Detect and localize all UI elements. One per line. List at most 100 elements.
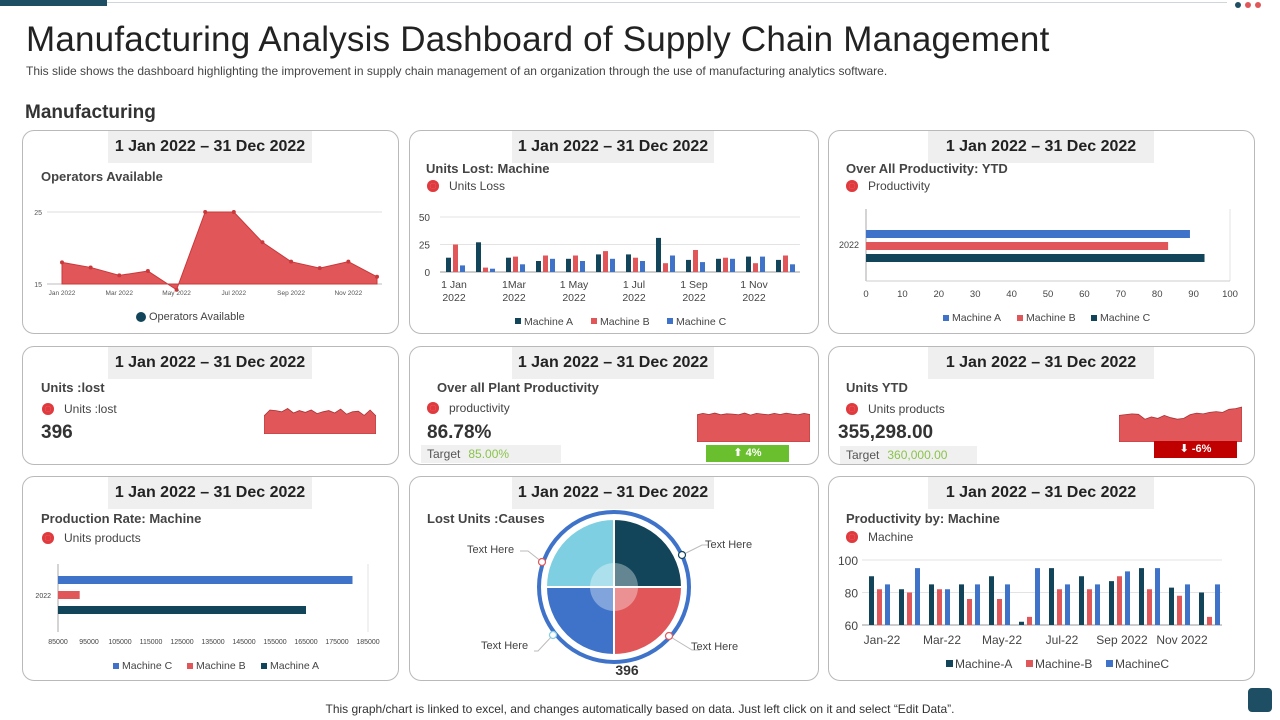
x-tick-label: 105000 (108, 639, 131, 646)
plant-productivity-sparkline (697, 412, 810, 442)
legend-label: Units products (868, 402, 945, 416)
bar (1177, 595, 1182, 625)
x-tick-label: 85000 (48, 639, 68, 646)
date-range: 1 Jan 2022 – 31 Dec 2022 (512, 477, 714, 509)
x-tick-label: 155000 (263, 639, 286, 646)
legend-label: Machine B (1026, 312, 1076, 324)
x-tick-label: 80 (1152, 289, 1163, 300)
legend-swatch (261, 663, 267, 669)
bar (1155, 568, 1160, 625)
bar (975, 584, 980, 625)
y-tick-label: 100 (838, 554, 858, 568)
x-tick-label: 2022 (742, 292, 766, 304)
bar (945, 589, 950, 625)
kpi-value: 86.78% (427, 422, 492, 443)
legend-swatch (1026, 660, 1033, 667)
bar (573, 255, 578, 272)
legend-label: Machine B (600, 316, 650, 328)
x-tick-label: Jul 2022 (222, 290, 247, 297)
data-point (117, 273, 122, 278)
bar (937, 589, 942, 625)
y-tick-label: 25 (419, 241, 431, 252)
date-range: 1 Jan 2022 – 31 Dec 2022 (928, 477, 1154, 509)
x-tick-label: 1 May (560, 279, 589, 291)
x-tick-label: 70 (1116, 289, 1127, 300)
date-range: 1 Jan 2022 – 31 Dec 2022 (928, 131, 1154, 163)
production-rate-bar-chart: 2022 85000 95000 105000 115000 125000 135000 14… (35, 564, 380, 672)
chart-legend: Operators Available (136, 311, 245, 323)
legend-label: Machine A (270, 660, 319, 672)
bar (596, 254, 601, 272)
area-series (61, 211, 378, 291)
chart-legend: Units products (42, 531, 141, 545)
bar (603, 251, 608, 272)
data-point (260, 240, 265, 245)
y-tick-label: 15 (34, 282, 42, 289)
units-lost-sparkline (264, 408, 376, 434)
bar (869, 576, 874, 625)
bar (700, 262, 705, 272)
bar (1065, 584, 1070, 625)
target-label: Target (846, 448, 880, 462)
y-tick-label: 60 (845, 619, 859, 633)
bar (453, 244, 458, 272)
bar (877, 589, 882, 625)
bar (907, 592, 912, 625)
legend-swatch (591, 318, 597, 324)
legend-label: Machine A (952, 312, 1001, 324)
chart-legend: Machine (846, 530, 913, 544)
bar (566, 258, 571, 272)
top-dot-2 (1245, 2, 1251, 8)
bar (1005, 584, 1010, 625)
bar (446, 257, 451, 272)
bar (633, 257, 638, 272)
callout-line (520, 550, 543, 563)
data-point (145, 269, 150, 274)
bar (1215, 584, 1220, 625)
target-box: Target 360,000.00 (840, 446, 977, 464)
bar (776, 259, 781, 272)
x-tick-label: 2022 (682, 292, 706, 304)
bar (746, 256, 751, 272)
page-subtitle: This slide shows the dashboard highlight… (26, 64, 888, 78)
legend-label: Machine-B (1035, 657, 1092, 671)
bar (1169, 587, 1174, 625)
section-heading: Manufacturing (25, 102, 156, 123)
x-tick-label: 1Mar (502, 279, 526, 291)
pie-outer-ring (537, 510, 691, 664)
x-tick-label: 2022 (622, 292, 646, 304)
date-range: 1 Jan 2022 – 31 Dec 2022 (108, 347, 312, 379)
chart-legend: Units products (846, 402, 945, 416)
x-tick-label: 20 (934, 289, 945, 300)
legend-label: Machine A (524, 316, 573, 328)
x-tick-label: Sep 2022 (277, 290, 305, 297)
bar (1079, 576, 1084, 625)
pie-total: 396 (615, 662, 639, 678)
bar (997, 599, 1002, 625)
bar (58, 606, 306, 614)
bar (790, 264, 795, 272)
pie-slice (613, 586, 684, 657)
x-tick-label: 2022 (442, 292, 466, 304)
panel-title: Units :lost (41, 380, 105, 395)
top-dot-1 (1235, 2, 1241, 8)
target-icon (427, 402, 439, 414)
data-point (346, 259, 351, 264)
panel-title: Units Lost: Machine (426, 161, 550, 176)
x-tick-label: 175000 (325, 639, 348, 646)
data-point (203, 210, 208, 214)
bar (929, 584, 934, 625)
x-tick-label: Jul-22 (1046, 633, 1079, 647)
y-tick-label: 2022 (839, 240, 859, 250)
x-tick-label: 10 (897, 289, 908, 300)
bar (783, 255, 788, 272)
legend-label: Machine B (196, 660, 246, 672)
target-icon (846, 403, 858, 415)
bar (610, 258, 615, 272)
panel-title: Over all Plant Productivity (437, 380, 599, 395)
panel-productivity-by-machine[interactable] (828, 476, 1255, 681)
pie-slice (613, 517, 684, 588)
bar (959, 584, 964, 625)
panel-units-lost-machine[interactable] (409, 130, 819, 334)
